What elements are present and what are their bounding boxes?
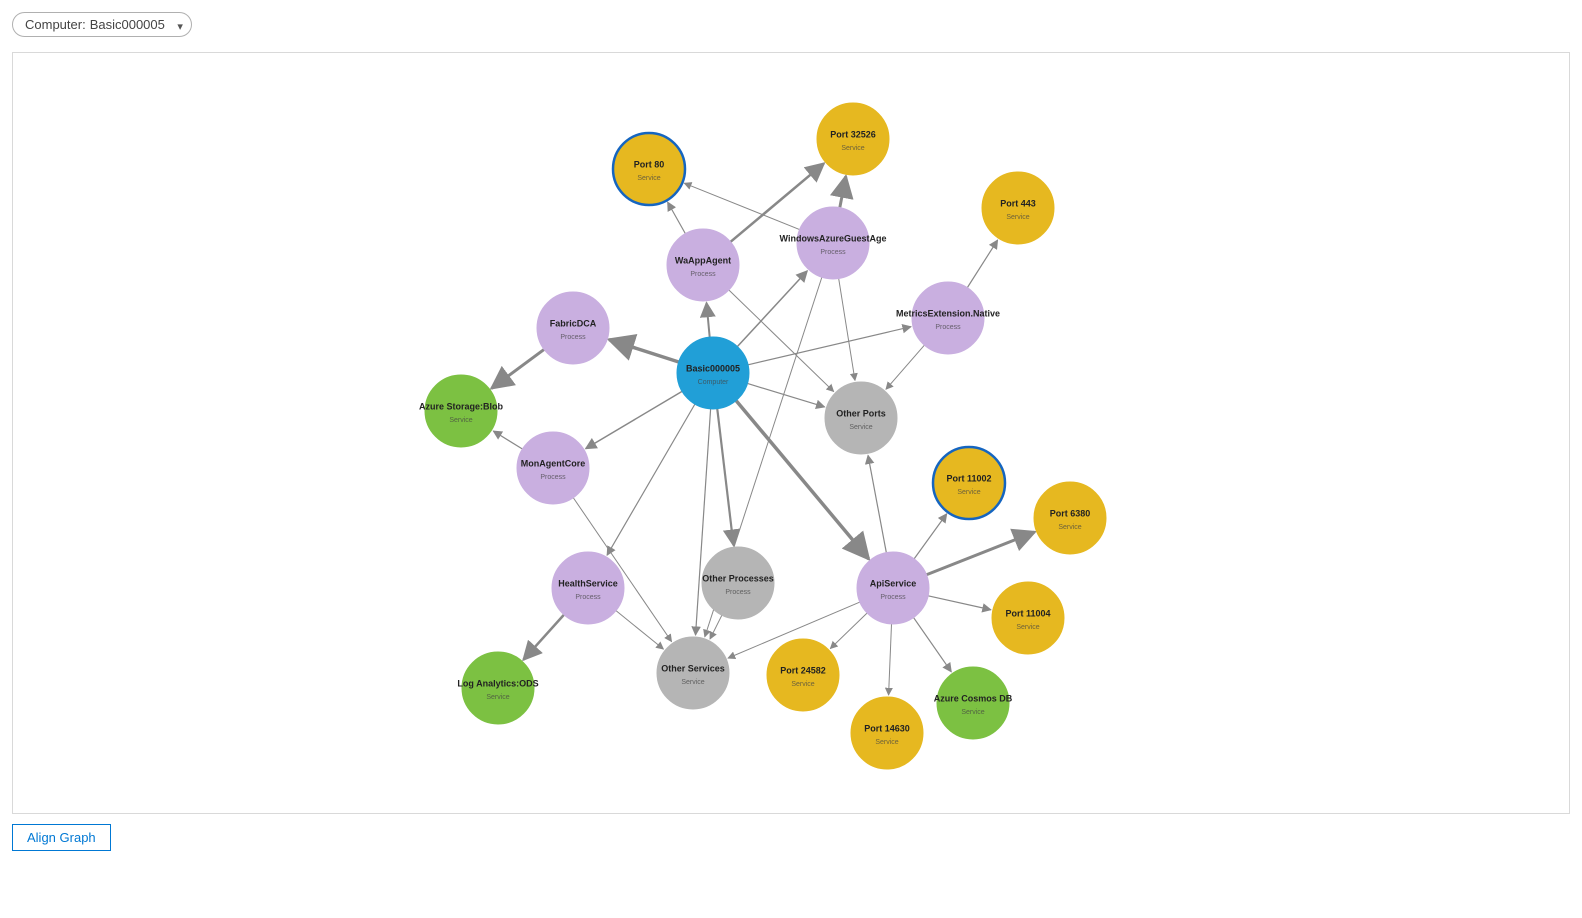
graph-node[interactable]: Port 14630Service xyxy=(851,697,923,769)
node-circle[interactable] xyxy=(667,229,739,301)
dropdown-prefix: Computer: xyxy=(25,17,86,32)
node-circle[interactable] xyxy=(613,133,685,205)
edge xyxy=(830,613,867,649)
edge xyxy=(914,514,947,559)
graph-node[interactable]: MonAgentCoreProcess xyxy=(517,432,589,504)
computer-dropdown[interactable]: Computer: Basic000005 ▾ xyxy=(12,12,192,37)
edge xyxy=(914,618,952,672)
node-circle[interactable] xyxy=(992,582,1064,654)
node-circle[interactable] xyxy=(677,337,749,409)
edge xyxy=(492,349,545,388)
node-circle[interactable] xyxy=(797,207,869,279)
node-circle[interactable] xyxy=(933,447,1005,519)
network-graph[interactable]: Basic000005Computer WaAppAgentProcess Wind… xyxy=(13,53,1569,813)
graph-node[interactable]: Azure Cosmos DBService xyxy=(934,667,1013,739)
node-circle[interactable] xyxy=(817,103,889,175)
edge xyxy=(707,303,710,337)
graph-node[interactable]: Other ServicesService xyxy=(657,637,729,709)
graph-node[interactable]: Azure Storage:BlobService xyxy=(419,375,504,447)
node-circle[interactable] xyxy=(912,282,984,354)
graph-node[interactable]: Port 11004Service xyxy=(992,582,1064,654)
graph-node[interactable]: Port 6380Service xyxy=(1034,482,1106,554)
node-circle[interactable] xyxy=(552,552,624,624)
node-circle[interactable] xyxy=(462,652,534,724)
node-circle[interactable] xyxy=(851,697,923,769)
chevron-down-icon: ▾ xyxy=(177,20,183,33)
graph-node[interactable]: HealthServiceProcess xyxy=(552,552,624,624)
graph-node[interactable]: Port 443Service xyxy=(982,172,1054,244)
graph-canvas[interactable]: Basic000005Computer WaAppAgentProcess Wind… xyxy=(12,52,1570,814)
edge xyxy=(926,532,1034,575)
edge xyxy=(967,240,997,288)
graph-node[interactable]: ApiServiceProcess xyxy=(857,552,929,624)
node-circle[interactable] xyxy=(937,667,1009,739)
edge xyxy=(710,615,722,639)
graph-node[interactable]: Port 24582Service xyxy=(767,639,839,711)
edge xyxy=(616,611,663,649)
node-circle[interactable] xyxy=(982,172,1054,244)
nodes-layer: Basic000005Computer WaAppAgentProcess Wind… xyxy=(419,103,1106,769)
node-circle[interactable] xyxy=(425,375,497,447)
node-circle[interactable] xyxy=(517,432,589,504)
graph-node[interactable]: Port 32526Service xyxy=(817,103,889,175)
dropdown-value: Basic000005 xyxy=(90,17,165,32)
graph-node[interactable]: FabricDCAProcess xyxy=(537,292,609,364)
graph-node[interactable]: MetricsExtension.NativeProcess xyxy=(896,282,1000,354)
node-circle[interactable] xyxy=(767,639,839,711)
edge xyxy=(868,455,886,552)
edge xyxy=(684,183,799,229)
edge xyxy=(607,404,695,555)
node-circle[interactable] xyxy=(657,637,729,709)
edge xyxy=(889,624,892,695)
graph-node[interactable]: Other ProcessesProcess xyxy=(702,547,774,619)
graph-node[interactable]: WaAppAgentProcess xyxy=(667,229,739,301)
graph-node[interactable]: Log Analytics:ODSService xyxy=(457,652,538,724)
graph-node[interactable]: Basic000005Computer xyxy=(677,337,749,409)
edge xyxy=(928,596,991,610)
node-circle[interactable] xyxy=(857,552,929,624)
edge xyxy=(839,279,855,381)
edge xyxy=(609,340,679,362)
graph-node[interactable]: Port 11002Service xyxy=(933,447,1005,519)
edge xyxy=(668,202,686,234)
graph-node[interactable]: Other PortsService xyxy=(825,382,897,454)
edge xyxy=(840,176,846,207)
graph-node[interactable]: Port 80Service xyxy=(613,133,685,205)
node-circle[interactable] xyxy=(702,547,774,619)
edge xyxy=(523,615,563,660)
node-circle[interactable] xyxy=(825,382,897,454)
edge xyxy=(717,409,733,546)
edge xyxy=(586,391,682,448)
node-circle[interactable] xyxy=(537,292,609,364)
node-circle[interactable] xyxy=(1034,482,1106,554)
edge xyxy=(493,431,522,449)
edge xyxy=(886,345,924,389)
align-graph-button[interactable]: Align Graph xyxy=(12,824,111,851)
graph-node[interactable]: WindowsAzureGuestAgeProcess xyxy=(780,207,887,279)
